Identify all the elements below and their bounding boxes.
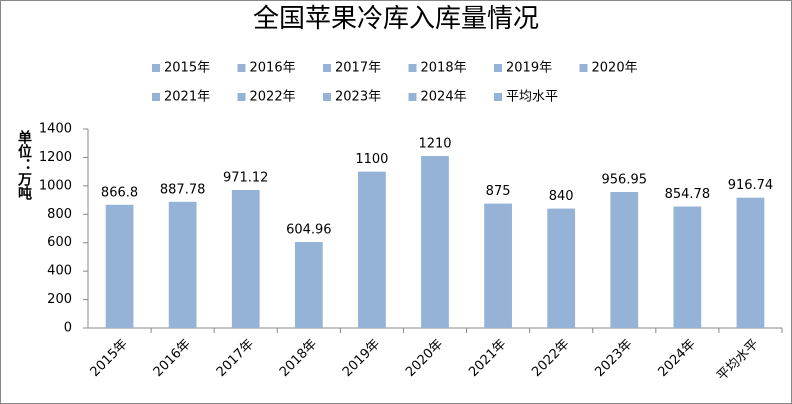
legend-label: 2020年	[592, 61, 638, 76]
y-tick-label: 600	[47, 235, 72, 250]
legend-label: 2015年	[164, 61, 210, 76]
chart-title: 全国苹果冷库入库量情况	[253, 4, 539, 34]
legend-label: 2024年	[421, 90, 467, 105]
legend-swatch	[237, 93, 246, 101]
data-label: 971.12	[223, 170, 269, 185]
y-tick-label: 0	[64, 321, 72, 336]
legend-swatch	[494, 93, 502, 101]
y-tick-label: 400	[47, 264, 72, 279]
legend-swatch	[152, 64, 160, 72]
bar	[168, 201, 197, 328]
data-label: 1100	[355, 152, 388, 167]
bar	[610, 191, 639, 328]
legend-label: 2022年	[250, 90, 296, 105]
legend-swatch	[323, 93, 331, 101]
legend-label: 2017年	[335, 61, 381, 76]
legend-swatch	[323, 64, 331, 72]
bar	[547, 208, 576, 328]
bar	[421, 156, 449, 328]
data-label: 887.78	[160, 182, 206, 197]
legend-swatch	[494, 64, 502, 72]
legend-label: 2019年	[506, 61, 552, 76]
bar	[736, 197, 765, 328]
legend-swatch	[237, 64, 246, 72]
bar	[294, 242, 323, 328]
legend-swatch	[579, 64, 588, 72]
data-label: 1210	[418, 137, 451, 152]
legend-label: 2018年	[421, 61, 467, 76]
bar	[358, 171, 386, 328]
legend-label: 2023年	[335, 90, 381, 105]
data-label: 956.95	[602, 172, 648, 187]
data-label: 854.78	[665, 187, 711, 202]
data-label: 840	[549, 189, 574, 204]
data-label: 875	[486, 184, 511, 199]
y-tick-label: 1200	[39, 150, 72, 165]
legend-label: 2016年	[250, 61, 296, 76]
y-tick-label: 800	[47, 207, 72, 222]
y-tick-label: 1400	[39, 122, 72, 137]
bar	[673, 206, 702, 328]
legend-swatch	[408, 64, 417, 72]
legend-swatch	[152, 93, 160, 101]
y-axis-label: 单位：万吨	[16, 129, 33, 201]
legend-label: 平均水平	[506, 90, 558, 105]
y-tick-label: 200	[47, 292, 72, 307]
y-tick-label: 1000	[39, 178, 72, 193]
legend-label: 2021年	[164, 90, 210, 105]
data-label: 916.74	[728, 178, 774, 193]
bar	[105, 204, 134, 328]
data-label: 604.96	[286, 223, 332, 238]
legend-swatch	[408, 93, 417, 101]
data-label: 866.8	[101, 185, 138, 200]
bar	[231, 189, 260, 328]
bar	[484, 203, 512, 328]
